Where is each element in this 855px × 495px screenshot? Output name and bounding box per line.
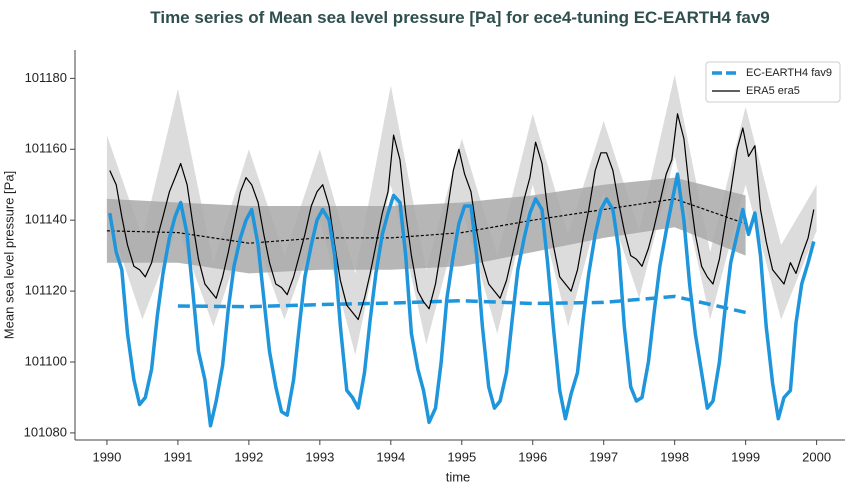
legend-label: ERA5 era5 [746, 85, 800, 97]
y-tick-label: 101080 [24, 424, 67, 439]
y-tick-label: 101120 [25, 283, 67, 298]
x-tick-label: 1993 [305, 449, 334, 464]
trend-line [177, 294, 746, 315]
legend-box [705, 61, 841, 103]
x-tick-label: 1992 [234, 449, 263, 464]
x-tick-label: 2000 [802, 449, 831, 464]
trend-line [106, 198, 746, 244]
data-line [108, 172, 816, 428]
y-axis-label: Mean sea level pressure [Pa] [1, 171, 16, 339]
x-tick-label: 1996 [518, 449, 547, 464]
legend-label: EC-EARTH4 fav9 [746, 67, 832, 79]
x-tick-label: 1998 [660, 449, 689, 464]
y-tick-label: 101160 [25, 141, 67, 156]
x-tick-label: 1997 [589, 449, 618, 464]
y-tick-label: 101140 [25, 212, 67, 227]
x-axis-label: time [446, 469, 471, 484]
range-band [106, 74, 817, 355]
y-tick-label: 101180 [25, 70, 67, 85]
chart-title: Time series of Mean sea level pressure [… [150, 8, 770, 27]
x-tick-label: 1990 [92, 449, 121, 464]
x-tick-label: 1995 [447, 449, 476, 464]
range-band [106, 177, 746, 274]
y-tick-label: 101100 [25, 353, 67, 368]
x-tick-label: 1994 [376, 449, 405, 464]
data-line [109, 113, 815, 321]
x-tick-label: 1991 [163, 449, 192, 464]
x-tick-label: 1999 [731, 449, 760, 464]
